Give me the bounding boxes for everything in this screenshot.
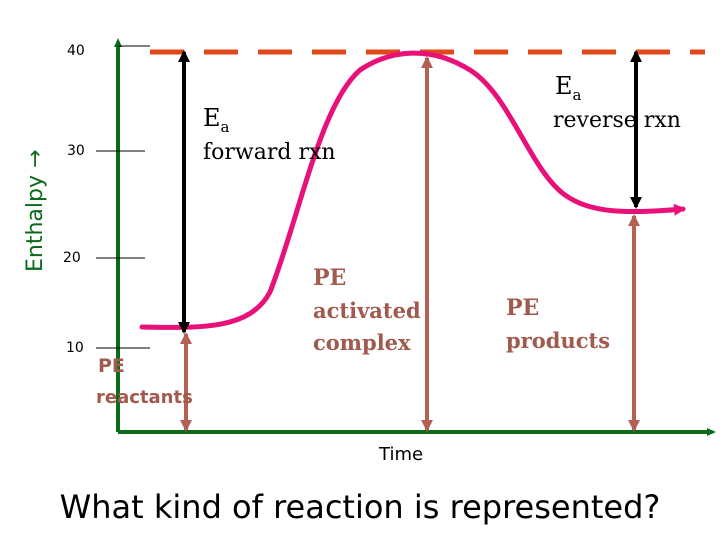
pe-products-line2: products: [506, 328, 610, 353]
tick-label-30: 30: [67, 143, 85, 159]
tick-label-40: 40: [67, 43, 85, 59]
ea-reverse-label: Ea: [555, 72, 582, 104]
pe-activated-line1: PE: [313, 265, 346, 291]
pe-activated-line2: activated: [313, 298, 421, 323]
pe-products-line1: PE: [506, 295, 539, 321]
ea-forward-label: Ea: [203, 104, 230, 136]
ea-forward-text: forward rxn: [203, 140, 336, 165]
y-axis-label: Enthalpy →: [23, 150, 48, 272]
pe-reactants-line2: reactants: [96, 387, 193, 408]
reaction-curve: [139, 50, 686, 330]
tick-label-20: 20: [63, 250, 81, 266]
pe-reactants-line1: PE: [98, 355, 125, 377]
question-text: What kind of reaction is represented?: [59, 488, 661, 526]
x-axis-label: Time: [378, 444, 423, 465]
pe-activated-line3: complex: [313, 330, 411, 355]
tick-label-10: 10: [66, 340, 84, 356]
ea-reverse-text: reverse rxn: [553, 108, 681, 133]
